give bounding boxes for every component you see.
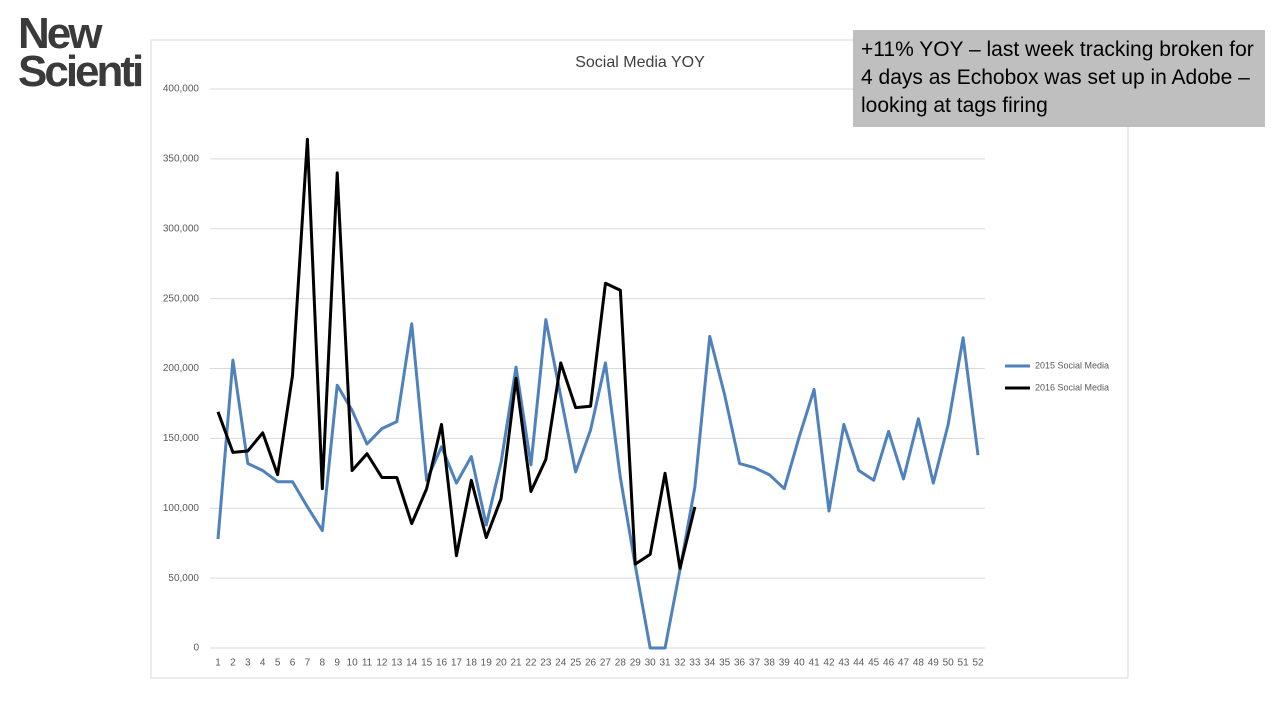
x-tick-label: 39 (779, 658, 791, 669)
x-tick-label: 19 (481, 658, 493, 669)
y-tick-label: 250,000 (163, 293, 200, 304)
x-tick-label: 31 (659, 658, 671, 669)
logo-line: Scienti (18, 47, 144, 96)
series-line (216, 318, 980, 650)
x-tick-label: 23 (540, 658, 552, 669)
x-tick-label: 32 (674, 658, 686, 669)
logo-line: New (18, 9, 103, 58)
x-tick-label: 5 (275, 658, 281, 669)
y-tick-label: 400,000 (163, 84, 200, 95)
x-tick-label: 14 (406, 658, 418, 669)
x-tick-label: 26 (585, 658, 597, 669)
x-tick-label: 40 (794, 658, 806, 669)
x-tick-label: 42 (823, 658, 835, 669)
x-tick-label: 52 (972, 658, 984, 669)
y-tick-label: 200,000 (163, 363, 200, 374)
x-tick-label: 16 (436, 658, 448, 669)
x-tick-label: 11 (362, 658, 373, 669)
y-tick-label: 350,000 (163, 154, 200, 165)
annotation: +11% YOY – last week tracking broken for… (853, 30, 1265, 127)
x-tick-label: 2 (230, 658, 236, 669)
x-tick-label: 33 (689, 658, 701, 669)
y-tick-label: 50,000 (168, 573, 199, 584)
x-tick-label: 35 (719, 658, 731, 669)
x-tick-label: 15 (421, 658, 433, 669)
x-tick-label: 34 (704, 658, 716, 669)
x-tick-label: 6 (290, 658, 296, 669)
x-tick-label: 46 (883, 658, 895, 669)
x-tick-label: 27 (600, 658, 612, 669)
x-tick-label: 47 (898, 658, 910, 669)
x-tick-label: 7 (305, 658, 311, 669)
x-tick-label: 13 (391, 658, 403, 669)
x-tick-label: 9 (334, 658, 340, 669)
x-tick-label: 37 (749, 658, 761, 669)
x-tick-label: 50 (943, 658, 955, 669)
x-tick-label: 1 (215, 658, 221, 669)
x-tick-label: 38 (764, 658, 776, 669)
x-tick-label: 10 (347, 658, 359, 669)
x-tick-label: 8 (320, 658, 326, 669)
legend-label: 2016 Social Media (1035, 382, 1109, 392)
x-tick-label: 3 (245, 658, 251, 669)
y-tick-label: 150,000 (163, 433, 200, 444)
x-tick-label: 44 (853, 658, 865, 669)
legend-label: 2015 Social Media (1035, 360, 1109, 370)
chart-title: Social Media YOY (575, 54, 705, 71)
x-tick-label: 17 (451, 658, 463, 669)
x-tick-label: 28 (615, 658, 627, 669)
x-tick-label: 18 (466, 658, 478, 669)
y-tick-label: 0 (193, 643, 199, 654)
x-tick-label: 4 (260, 658, 266, 669)
x-tick-label: 30 (645, 658, 657, 669)
x-tick-label: 49 (928, 658, 940, 669)
series-line (216, 137, 697, 570)
x-tick-label: 21 (510, 658, 522, 669)
x-tick-label: 20 (496, 658, 508, 669)
x-tick-label: 45 (868, 658, 880, 669)
x-tick-label: 48 (913, 658, 925, 669)
x-tick-label: 29 (630, 658, 642, 669)
x-tick-label: 25 (570, 658, 582, 669)
x-tick-label: 43 (838, 658, 850, 669)
x-tick-label: 24 (555, 658, 567, 669)
x-tick-label: 22 (525, 658, 537, 669)
y-tick-label: 100,000 (163, 503, 200, 514)
x-tick-label: 36 (734, 658, 746, 669)
x-tick-label: 51 (958, 658, 970, 669)
x-tick-label: 12 (376, 658, 388, 669)
y-tick-label: 300,000 (163, 223, 200, 234)
x-tick-label: 41 (809, 658, 821, 669)
